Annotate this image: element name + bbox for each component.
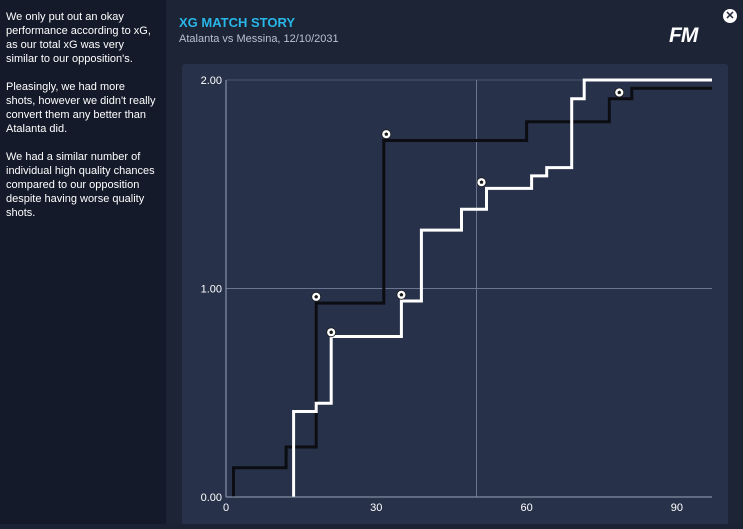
x-tick-label: 0 [223,502,229,514]
goals-layer [311,87,625,338]
goal-football-icon [326,327,337,338]
fm-logo: FM [669,24,698,47]
x-tick-label: 30 [370,502,382,514]
page-title: XG MATCH STORY [179,15,296,30]
insight-paragraph-1: We only put out an okay performance acco… [6,11,151,65]
y-tick-label: 1.00 [201,284,222,296]
y-tick-label: 0.00 [201,492,222,504]
goal-football-icon [396,289,407,300]
xg-chart-panel: 0.00 1.00 2.00 0 30 60 90 [182,64,728,524]
y-tick-label: 2.00 [201,75,222,87]
insights-sidebar: We only put out an okay performance acco… [0,0,166,524]
xg-series-line-1 [232,86,712,497]
x-tick-label: 90 [671,502,683,514]
axis-layer: 0.00 1.00 2.00 0 30 60 90 [201,75,712,514]
main-panel: XG MATCH STORY Atalanta vs Messina, 12/1… [166,0,743,524]
close-icon[interactable]: ✕ [723,9,737,23]
goal-football-icon [381,129,392,140]
x-tick-label: 60 [520,502,532,514]
goal-football-icon [476,177,487,188]
grid-layer [226,79,712,497]
match-subtitle: Atalanta vs Messina, 12/10/2031 [179,33,339,45]
insight-paragraph-2: Pleasingly, we had more shots, however w… [6,81,156,135]
xg-series-line-2 [292,78,712,497]
insight-paragraph-3: We had a similar number of individual hi… [6,151,155,219]
xg-chart: 0.00 1.00 2.00 0 30 60 90 [201,75,712,514]
goal-football-icon [614,87,625,98]
series-layer [232,78,712,497]
goal-football-icon [311,291,322,302]
